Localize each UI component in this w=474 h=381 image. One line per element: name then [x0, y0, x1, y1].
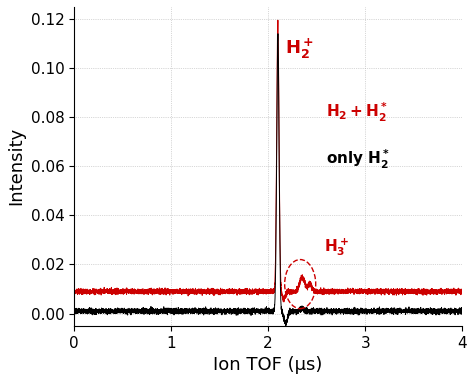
Y-axis label: Intensity: Intensity — [7, 127, 25, 205]
Text: $\mathregular{H_2^+}$: $\mathregular{H_2^+}$ — [285, 36, 314, 61]
Text: $\mathregular{only\ H_2^*}$: $\mathregular{only\ H_2^*}$ — [327, 147, 390, 171]
X-axis label: Ion TOF (μs): Ion TOF (μs) — [213, 356, 323, 374]
Text: $\mathregular{H_3^+}$: $\mathregular{H_3^+}$ — [324, 236, 349, 258]
Text: $\mathregular{H_2 + H_2^*}$: $\mathregular{H_2 + H_2^*}$ — [327, 101, 388, 124]
